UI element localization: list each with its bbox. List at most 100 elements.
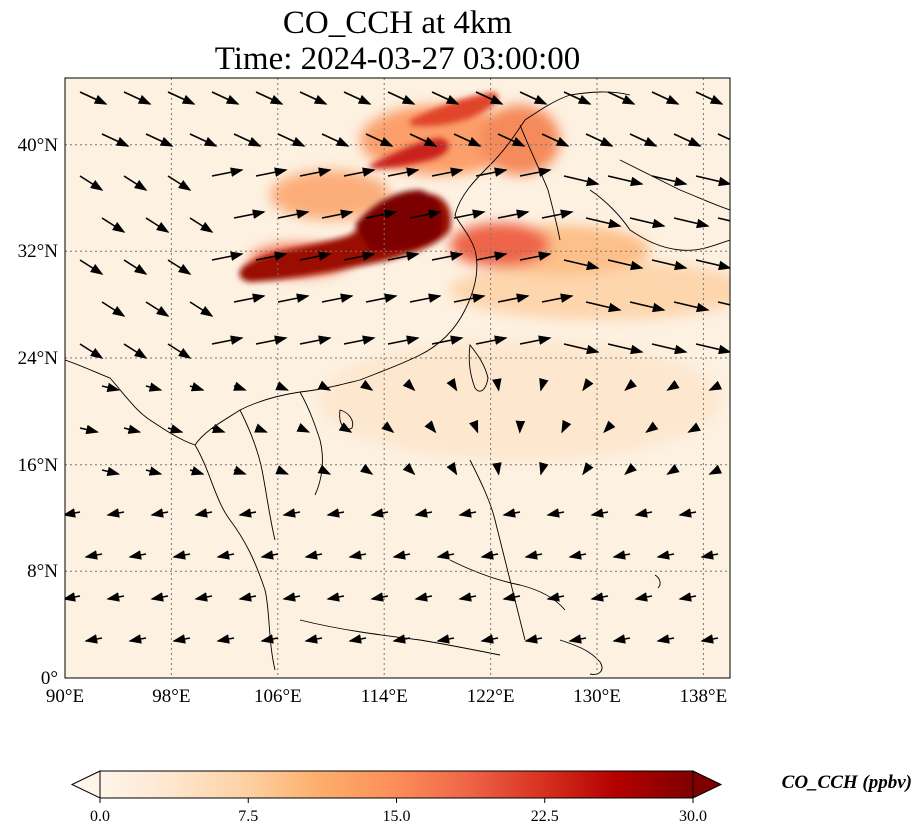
wind-arrow xyxy=(700,634,719,644)
wind-arrow xyxy=(492,462,502,476)
wind-arrow xyxy=(497,209,530,219)
wind-arrow xyxy=(189,466,205,476)
wind-arrow xyxy=(453,133,482,147)
wind-arrow xyxy=(365,133,394,147)
wind-arrow xyxy=(216,550,235,560)
wind-arrow xyxy=(381,421,395,433)
wind-arrow xyxy=(101,217,126,233)
colorbar-tick-0: 0.0 xyxy=(90,808,110,825)
wind-arrow xyxy=(612,550,631,560)
wind-arrow xyxy=(282,592,301,602)
wind-arrow xyxy=(101,466,121,477)
wind-arrow xyxy=(524,550,543,560)
wind-arrow xyxy=(101,133,130,147)
wind-vectors xyxy=(65,91,730,644)
wind-arrow xyxy=(233,465,247,475)
wind-arrow xyxy=(106,592,125,602)
wind-arrow xyxy=(387,167,420,177)
wind-arrow xyxy=(541,209,574,219)
wind-arrow xyxy=(79,343,104,359)
wind-arrow xyxy=(211,335,244,345)
wind-arrow xyxy=(343,91,372,105)
wind-arrow xyxy=(299,91,328,105)
wind-arrow xyxy=(568,550,587,560)
wind-arrow xyxy=(673,133,702,147)
wind-arrow xyxy=(317,464,332,475)
colorbar-tick-1: 7.5 xyxy=(238,808,258,825)
wind-arrow xyxy=(172,550,191,560)
wind-arrow xyxy=(282,508,301,518)
lon-tick-90: 90°E xyxy=(46,686,84,707)
wind-arrow xyxy=(436,634,455,644)
colorbar-tick-2: 15.0 xyxy=(383,808,411,825)
wind-arrow xyxy=(128,634,147,644)
wind-arrow xyxy=(651,91,680,105)
wind-arrow xyxy=(211,251,244,261)
wind-arrow xyxy=(123,343,148,359)
wind-arrow xyxy=(563,175,600,187)
wind-arrow xyxy=(453,293,486,303)
wind-arrow xyxy=(189,217,214,233)
wind-arrow xyxy=(238,508,257,518)
wind-arrow xyxy=(458,508,477,518)
wind-arrow xyxy=(431,251,464,261)
wind-arrow xyxy=(167,343,192,359)
wind-arrow xyxy=(585,217,622,229)
wind-arrow xyxy=(666,463,680,475)
lon-tick-130: 130°E xyxy=(573,686,621,707)
wind-arrow xyxy=(656,634,675,644)
wind-arrow xyxy=(424,420,437,434)
wind-arrow xyxy=(277,293,310,303)
wind-arrow xyxy=(392,550,411,560)
wind-arrow xyxy=(582,378,594,392)
wind-arrow xyxy=(255,251,288,261)
wind-arrow xyxy=(387,335,420,345)
lat-tick-16: 16°N xyxy=(18,455,59,476)
wind-arrow xyxy=(343,335,376,345)
lat-tick-24: 24°N xyxy=(18,348,59,369)
wind-arrow xyxy=(651,259,688,271)
wind-arrow xyxy=(211,167,244,177)
wind-arrow xyxy=(299,167,332,177)
wind-arrow xyxy=(603,420,616,434)
wind-arrow xyxy=(123,424,142,434)
wind-arrow xyxy=(359,463,374,475)
colorbar: 0.0 7.5 15.0 22.5 30.0 CO_CCH (ppbv) xyxy=(70,770,912,825)
wind-arrow xyxy=(296,422,311,433)
wind-arrow xyxy=(255,167,288,177)
wind-arrow xyxy=(338,422,353,433)
wind-arrow xyxy=(673,217,710,229)
lon-tick-labels: 90°E 98°E 106°E 114°E 122°E 130°E 138°E xyxy=(46,686,727,707)
lat-tick-0: 0° xyxy=(41,668,58,689)
wind-arrow xyxy=(343,251,376,261)
wind-arrow xyxy=(277,209,310,219)
wind-arrow xyxy=(634,508,653,518)
wind-arrow xyxy=(700,550,719,560)
wind-arrow xyxy=(492,378,502,392)
wind-arrow xyxy=(585,301,622,313)
wind-arrow xyxy=(541,133,570,147)
wind-arrow xyxy=(145,382,163,392)
lat-tick-8: 8°N xyxy=(27,561,58,582)
wind-arrow xyxy=(475,335,508,345)
wind-arrow xyxy=(607,175,644,187)
concentration-field xyxy=(65,78,730,678)
wind-arrow xyxy=(167,259,192,275)
wind-arrow xyxy=(194,508,213,518)
wind-arrow xyxy=(629,133,658,147)
colorbar-tick-3: 22.5 xyxy=(531,808,559,825)
wind-arrow xyxy=(321,133,350,147)
wind-arrow xyxy=(590,508,609,518)
wind-arrow xyxy=(695,175,730,187)
wind-arrow xyxy=(414,508,433,518)
wind-arrow xyxy=(233,293,266,303)
wind-arrow xyxy=(695,91,724,105)
wind-arrow xyxy=(101,382,121,393)
wind-arrow xyxy=(145,133,174,147)
lon-tick-106: 106°E xyxy=(254,686,302,707)
wind-arrow xyxy=(387,251,420,261)
wind-arrow xyxy=(436,550,455,560)
wind-arrow xyxy=(409,209,442,219)
wind-arrow xyxy=(123,175,148,191)
